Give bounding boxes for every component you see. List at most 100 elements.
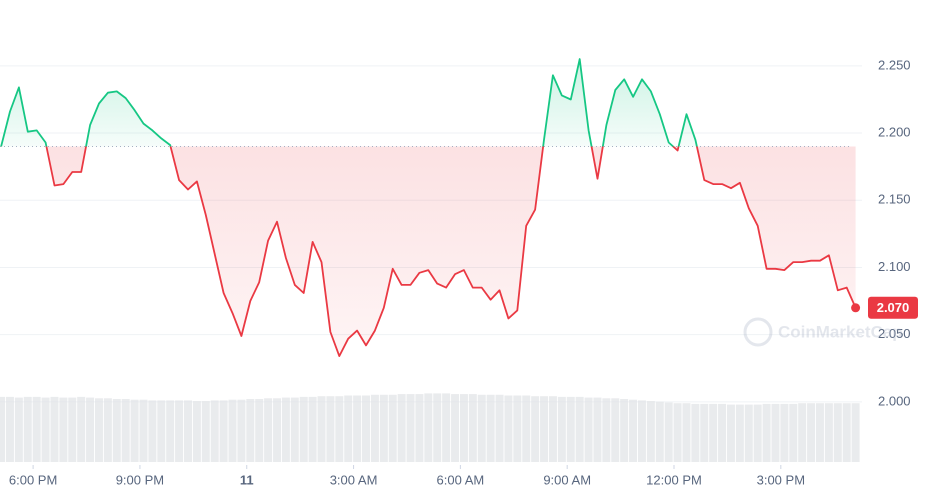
volume-bar <box>602 398 611 462</box>
volume-bar <box>531 396 540 462</box>
volume-bar <box>397 394 406 462</box>
x-tick-label: 9:00 PM <box>116 472 164 487</box>
volume-bar <box>353 395 362 462</box>
volume-bar <box>121 399 130 462</box>
volume-bar <box>308 396 317 462</box>
volume-bar <box>23 396 32 462</box>
y-tick-label: 2.200 <box>878 124 911 139</box>
area-fill <box>1 59 856 357</box>
volume-bar <box>789 403 798 462</box>
volume-bar <box>726 404 735 462</box>
volume-bar <box>112 399 121 462</box>
volume-bar <box>744 404 753 462</box>
volume-bar <box>718 403 727 462</box>
volume-bar <box>148 400 157 462</box>
volume-bar <box>807 403 816 462</box>
volume-bar <box>103 398 112 462</box>
volume-bar <box>59 397 68 462</box>
volume-bar <box>433 393 442 462</box>
volume-bar <box>246 399 255 462</box>
volume-bar <box>468 394 477 462</box>
volume-bar <box>842 403 851 462</box>
volume-bar <box>504 395 513 462</box>
x-tick-label: 6:00 PM <box>9 472 57 487</box>
volume-bar <box>762 403 771 462</box>
volume-bar <box>815 403 824 462</box>
price-tag <box>868 296 918 319</box>
volume-bar <box>86 397 95 462</box>
volume-bar <box>700 403 709 462</box>
y-tick-label: 2.250 <box>878 57 911 72</box>
volume-bar <box>183 400 192 462</box>
volume-bar <box>646 401 655 462</box>
watermark-logo <box>743 317 773 347</box>
volume-bar <box>219 400 228 462</box>
volume-bar <box>264 398 273 462</box>
volume-bar <box>629 399 638 462</box>
volume-bar <box>77 396 86 462</box>
volume-bar <box>317 396 326 462</box>
volume-bar <box>192 401 201 462</box>
volume-bar <box>210 400 219 462</box>
volume-bar <box>424 393 433 462</box>
volume-bar <box>495 394 504 462</box>
x-tick-label: 3:00 PM <box>757 472 805 487</box>
volume-bar <box>415 394 424 462</box>
y-tick-label: 2.100 <box>878 259 911 274</box>
volume-bar <box>299 396 308 462</box>
volume-bar <box>68 397 77 462</box>
volume-bar <box>50 396 59 462</box>
volume-bar <box>5 396 14 462</box>
volume-bar <box>32 396 41 462</box>
volume-bar <box>459 394 468 462</box>
volume-bar <box>442 393 451 462</box>
watermark-text: CoinMarketCap <box>778 322 903 341</box>
volume-bar <box>620 399 629 462</box>
volume-bar <box>780 403 789 462</box>
volume-bar <box>709 403 718 462</box>
volume-bar <box>753 404 762 462</box>
volume-bar <box>735 404 744 462</box>
volume-bar <box>451 394 460 462</box>
volume-bar <box>94 398 103 462</box>
volume-bar <box>637 400 646 462</box>
volume-bar <box>682 403 691 462</box>
volume-bar <box>388 394 397 462</box>
volume-bar <box>771 403 780 462</box>
y-tick-label: 2.000 <box>878 393 911 408</box>
volume-bar <box>41 397 50 462</box>
watermark: CoinMarketCap <box>743 317 903 347</box>
x-tick-label: 3:00 AM <box>330 472 378 487</box>
volume-bar <box>406 394 415 462</box>
volume-bar <box>0 396 6 462</box>
price-tag-label: 2.070 <box>877 300 910 315</box>
volume-bar <box>611 398 620 462</box>
volume-bar <box>157 400 166 462</box>
volume-bar <box>344 395 353 462</box>
volume-bar <box>824 403 833 462</box>
volume-bar <box>593 397 602 462</box>
volume-bar <box>228 399 237 462</box>
y-tick-label: 2.050 <box>878 326 911 341</box>
x-tick-label: 11 <box>240 472 254 487</box>
volume-bar <box>584 397 593 462</box>
volume-bar <box>14 397 23 462</box>
y-tick-label: 2.150 <box>878 192 911 207</box>
volume-bar <box>255 399 264 462</box>
price-line <box>0 58 857 357</box>
x-tick-label: 6:00 AM <box>437 472 485 487</box>
volume-bar <box>175 400 184 462</box>
volume-bar <box>798 403 807 462</box>
volume-bar <box>379 394 388 462</box>
volume-bar <box>290 397 299 462</box>
volume-bar <box>237 399 246 462</box>
volume-bar <box>566 396 575 462</box>
volume-bar <box>130 399 139 462</box>
volume-bar <box>522 395 531 462</box>
volume-bar <box>833 403 842 462</box>
volume-bar <box>362 395 371 462</box>
volume-bar <box>201 401 210 462</box>
volume-bar <box>655 401 664 462</box>
volume-bar <box>673 403 682 462</box>
